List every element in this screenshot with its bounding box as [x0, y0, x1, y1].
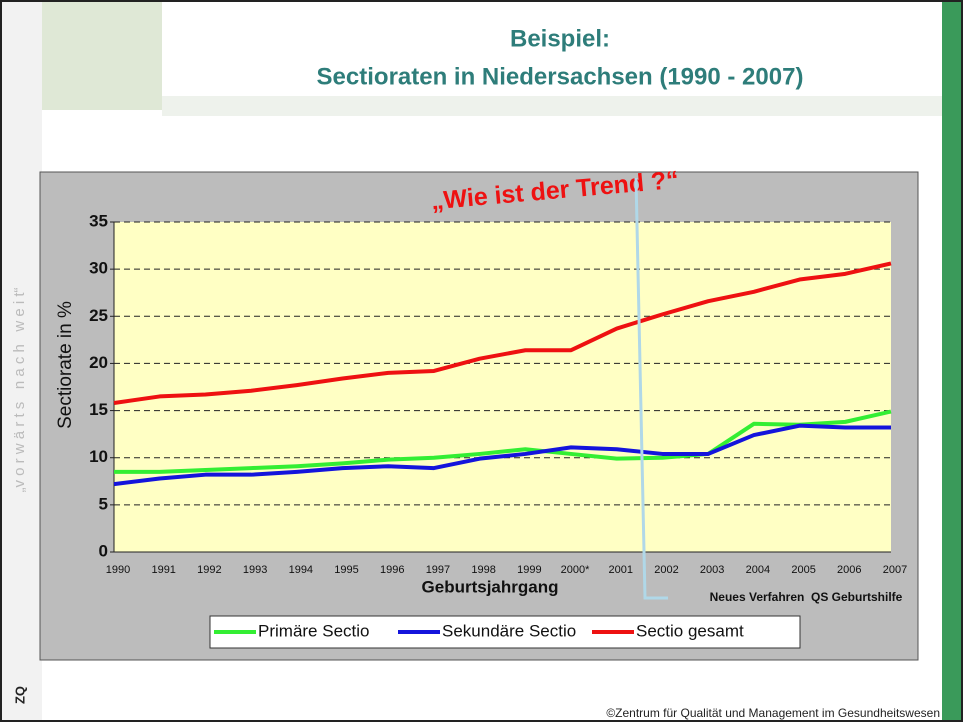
series-line — [113, 261, 892, 406]
logo: ZQ — [12, 686, 27, 704]
x-tick-label: 2003 — [700, 564, 724, 576]
y-tick-label: 5 — [99, 494, 108, 513]
series-line — [114, 409, 892, 474]
x-tick-label: 1994 — [289, 564, 313, 576]
x-tick-label: 1991 — [151, 564, 175, 576]
x-tick-label: 2000* — [561, 564, 590, 576]
x-axis-label: Geburtsjahrgang — [422, 577, 559, 596]
title-line: Sectioraten in Niedersachsen (1990 - 200… — [317, 63, 804, 90]
y-tick-label: 20 — [89, 353, 108, 372]
title-line: Beispiel: — [510, 25, 610, 52]
y-tick-label: 15 — [89, 400, 108, 419]
x-tick-label: 2002 — [654, 564, 678, 576]
right-strip — [942, 0, 963, 722]
plot: 0 5 10 15 20 25 30 35 1990 1991 1992 1993 1994 1995 19… — [89, 211, 907, 575]
x-tick-label: 1995 — [334, 564, 358, 576]
x-tick-label: 2004 — [746, 564, 770, 576]
x-tick-label: 1999 — [517, 564, 541, 576]
legend-label: Sectio gesamt — [636, 621, 744, 640]
x-tick-label: 2001 — [609, 564, 633, 576]
legend-label: Sekundäre Sectio — [442, 621, 576, 640]
event-marker — [634, 177, 668, 600]
y-tick-label: 0 — [99, 541, 108, 560]
corner-art — [42, 0, 162, 110]
left-strip — [0, 0, 42, 722]
footer: ©Zentrum für Qualität und Management im … — [606, 706, 940, 720]
series-line — [113, 423, 891, 487]
y-tick-label: 10 — [89, 447, 108, 466]
tagline: „v o r w ä r t s n a c h w e i t“ — [11, 287, 28, 492]
y-tick-label: 25 — [89, 306, 108, 325]
y-tick-label: 35 — [89, 211, 108, 230]
x-tick-label: 1990 — [106, 564, 130, 576]
x-tick-label: 2006 — [837, 564, 861, 576]
event-label: Neues Verfahren QS Geburtshilfe — [710, 590, 903, 604]
x-tick-label: 1998 — [471, 564, 495, 576]
legend — [209, 615, 801, 649]
x-tick-label: 1996 — [380, 564, 404, 576]
x-tick-label: 1993 — [243, 564, 267, 576]
x-tick-label: 1992 — [197, 564, 221, 576]
x-tick-label: 1997 — [426, 564, 450, 576]
y-axis-label: Sectiorate in % — [55, 301, 76, 429]
x-tick-label: 2005 — [791, 564, 815, 576]
x-tick-label: 2007 — [883, 564, 907, 576]
legend-label: Primäre Sectio — [258, 621, 369, 640]
plot-area — [114, 222, 891, 552]
y-tick-label: 30 — [89, 259, 108, 278]
header-band — [162, 96, 942, 116]
